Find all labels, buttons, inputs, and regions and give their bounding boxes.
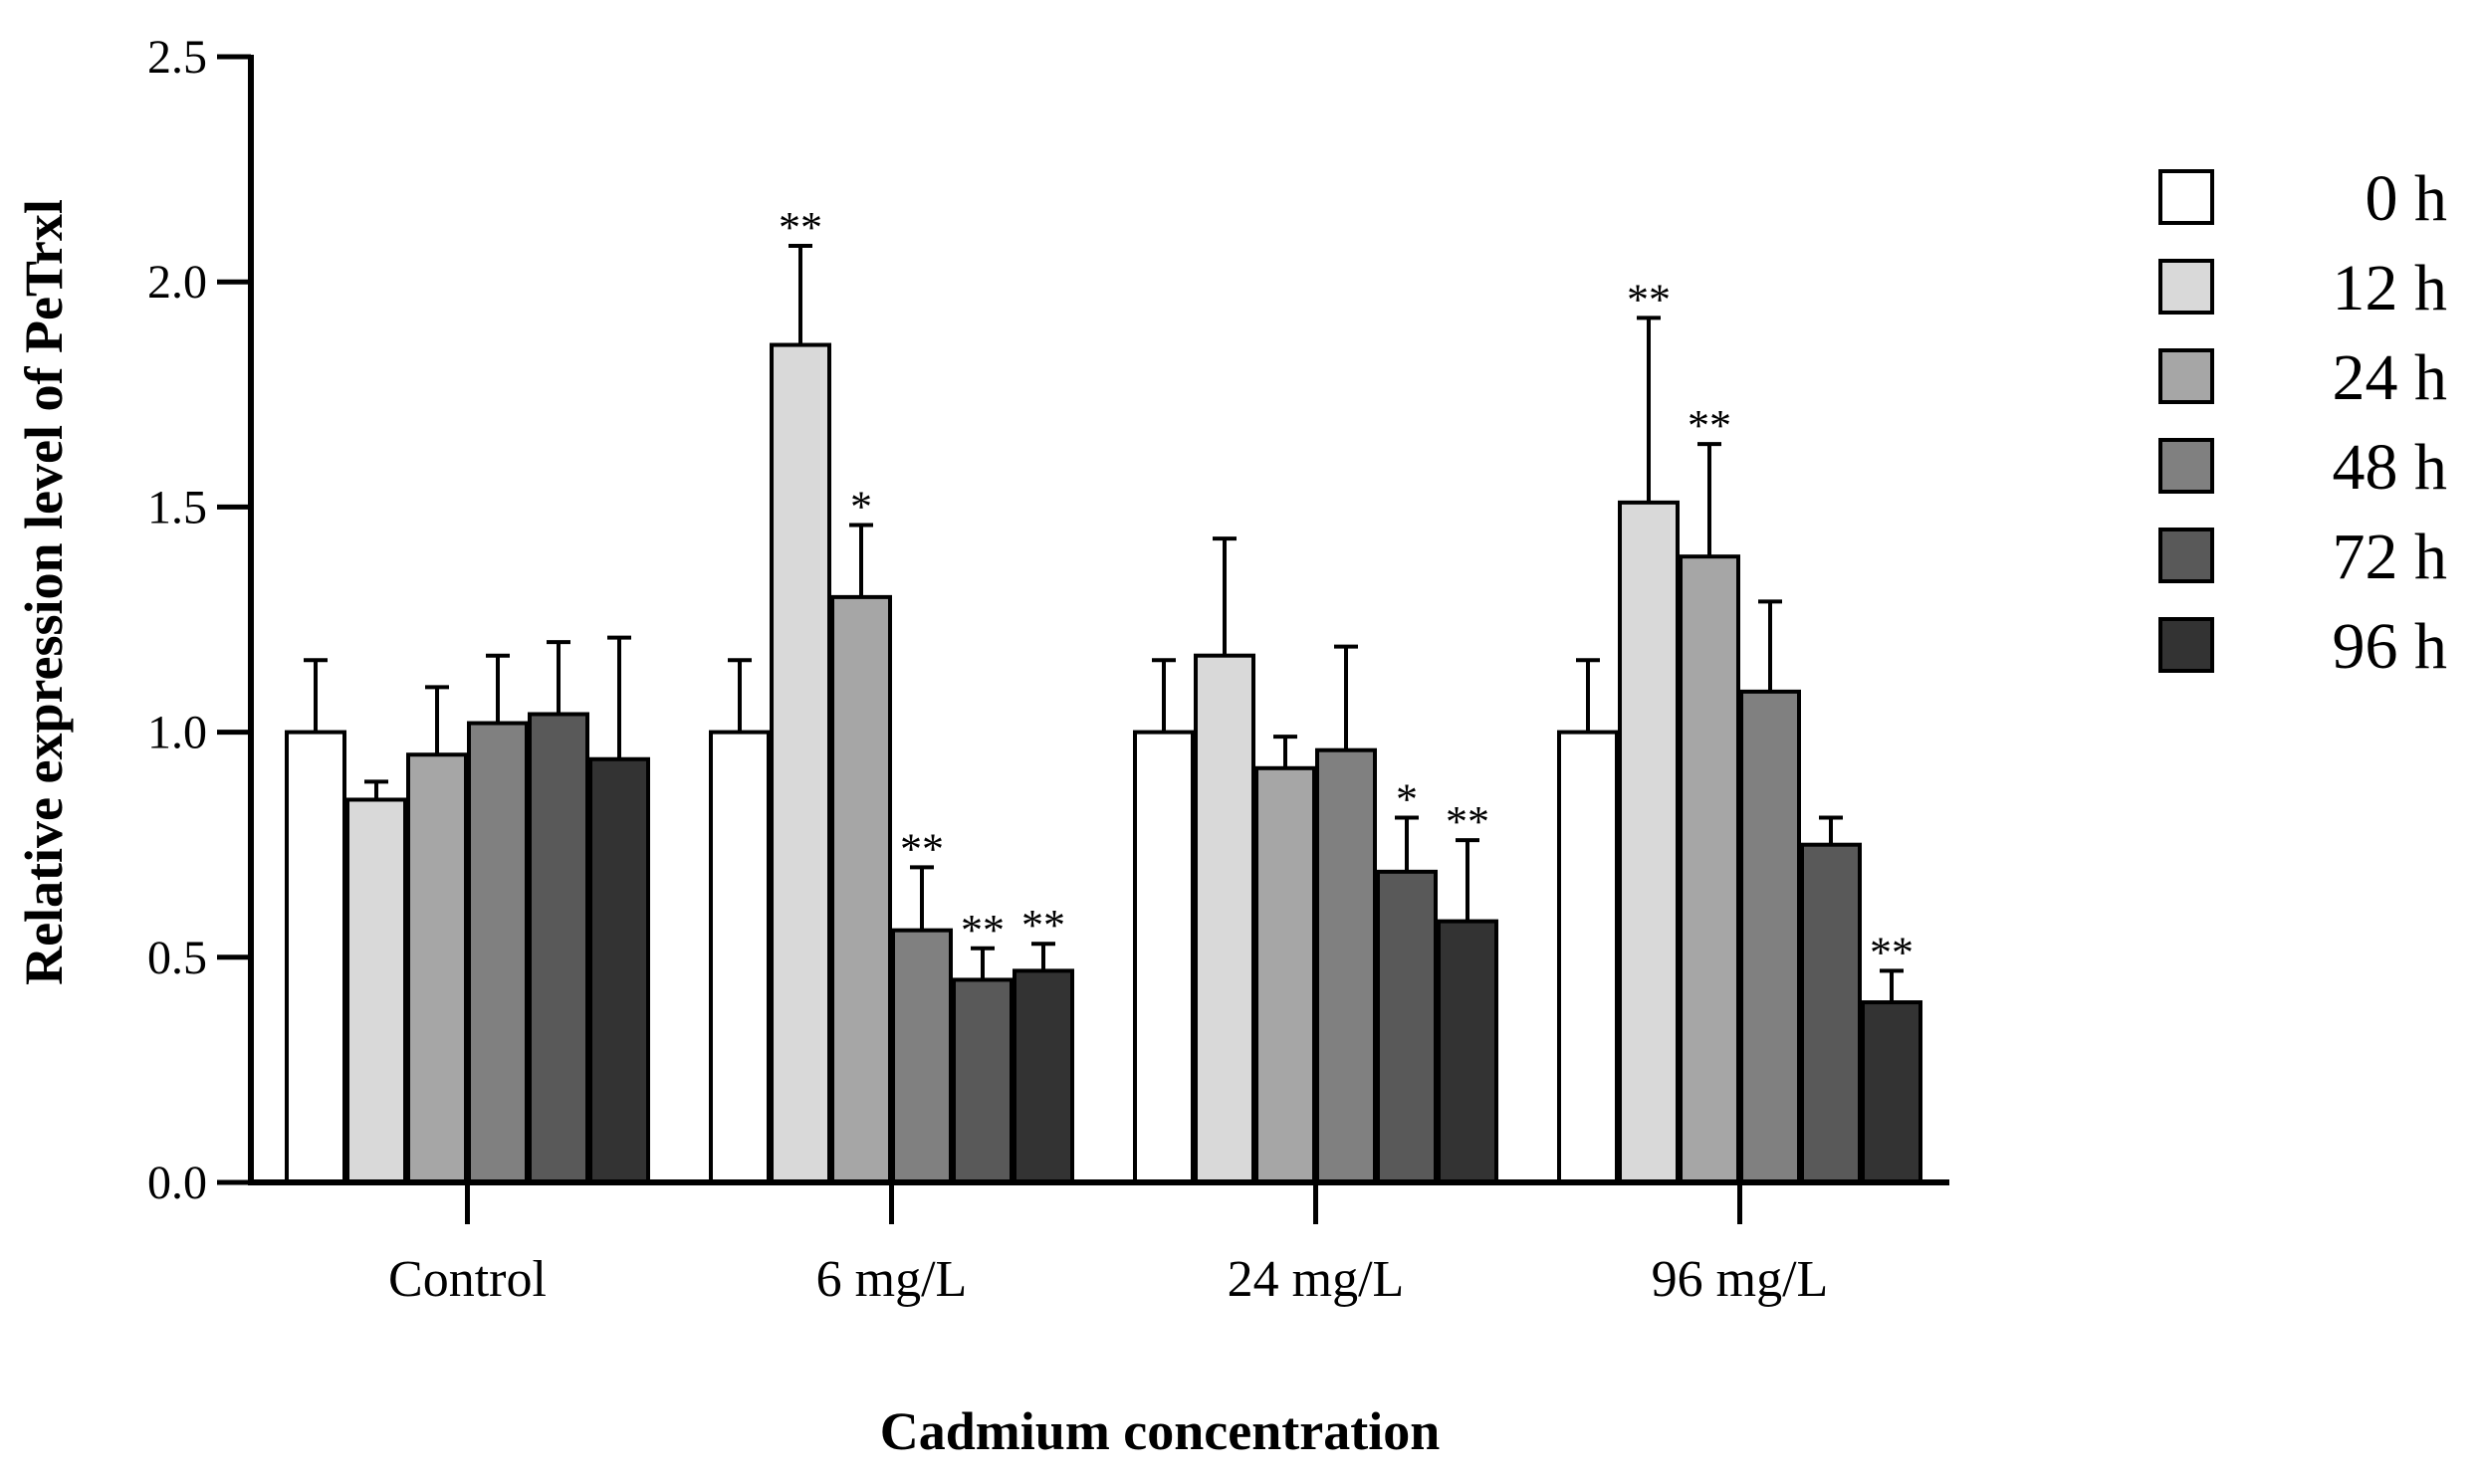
bar <box>709 730 771 1184</box>
plot-area: Control******* **6 mg/L* **24 mg/L******96… <box>147 31 1949 1308</box>
y-axis-title: Relative expression level of PeTrxl <box>14 199 74 985</box>
x-tick-label: Control <box>388 1251 547 1308</box>
bar <box>1557 730 1619 1184</box>
x-tick-label: 96 mg/L <box>1652 1251 1829 1308</box>
bar <box>1194 653 1255 1184</box>
significance-mark: ** <box>1446 797 1489 846</box>
bar <box>406 752 468 1184</box>
bar <box>588 756 650 1185</box>
legend-label: 48 h <box>2333 431 2448 504</box>
bar <box>1013 968 1074 1185</box>
y-tick-label: 0.5 <box>147 932 207 984</box>
legend-swatch <box>2158 348 2214 404</box>
legend-swatch <box>2158 617 2214 673</box>
bar <box>345 797 407 1185</box>
y-tick-label: 0.0 <box>147 1157 207 1209</box>
legend-swatch <box>2158 528 2214 583</box>
significance-mark: ** <box>1870 928 1914 976</box>
bar <box>952 977 1014 1184</box>
legend-swatch <box>2158 169 2214 225</box>
bar <box>528 712 589 1185</box>
legend-label: 72 h <box>2333 521 2448 593</box>
bar <box>770 342 831 1184</box>
bar <box>1739 689 1801 1184</box>
legend-swatch <box>2158 438 2214 494</box>
x-tick-label: 24 mg/L <box>1228 1251 1405 1308</box>
legend-swatch <box>2158 259 2214 315</box>
significance-mark: ** <box>1688 401 1731 450</box>
significance-mark: * <box>850 482 872 530</box>
bar <box>1679 554 1740 1184</box>
x-tick-label: 6 mg/L <box>816 1251 968 1308</box>
significance-mark: ** <box>1021 901 1065 950</box>
y-tick-label: 1.5 <box>147 481 207 533</box>
bar <box>1376 869 1438 1184</box>
bar <box>1437 919 1498 1184</box>
bar <box>1133 730 1195 1184</box>
bar <box>1315 747 1377 1184</box>
y-tick-label: 1.0 <box>147 707 207 759</box>
bar <box>467 721 529 1184</box>
bar <box>1618 500 1680 1185</box>
significance-mark: ** <box>961 906 1005 954</box>
significance-mark: ** <box>779 203 822 252</box>
bar <box>285 730 346 1184</box>
bar <box>891 928 953 1184</box>
significance-mark: ** <box>1627 275 1671 323</box>
y-tick-label: 2.0 <box>147 256 207 309</box>
legend-label: 24 h <box>2333 341 2448 414</box>
legend-label: 0 h <box>2366 162 2448 235</box>
y-axis-title-group: Relative expression level of PeTrxl <box>14 199 74 985</box>
x-axis-title: Cadmium concentration <box>880 1401 1440 1461</box>
significance-mark: ** <box>900 824 944 873</box>
legend-label: 96 h <box>2333 610 2448 683</box>
legend: 0 h 12 h 24 h 48 h 72 h 96 h <box>2158 162 2448 683</box>
y-tick-label: 2.5 <box>147 31 207 84</box>
bar <box>830 594 892 1184</box>
bar <box>1861 1000 1922 1184</box>
bar <box>1254 765 1316 1184</box>
significance-mark: * <box>1396 775 1418 824</box>
bar <box>1800 842 1862 1184</box>
legend-label: 12 h <box>2333 252 2448 324</box>
